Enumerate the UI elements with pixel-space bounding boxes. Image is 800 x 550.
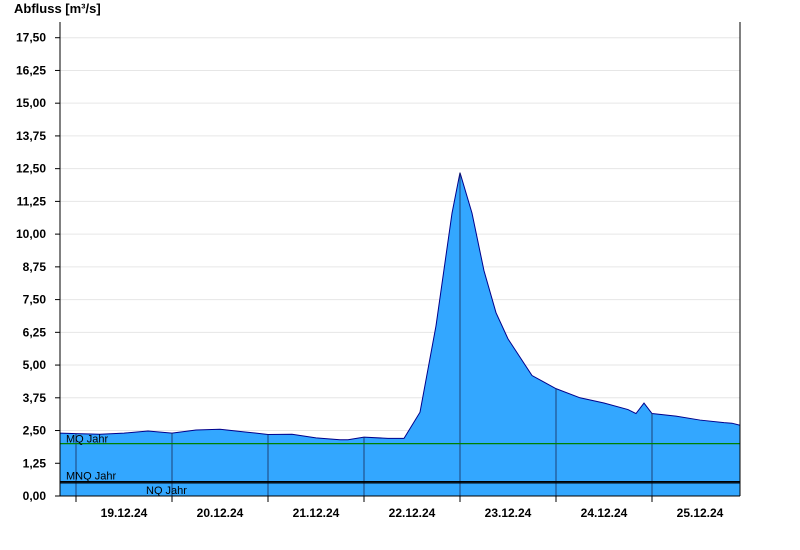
- chart-title: Abfluss [m³/s]: [14, 1, 101, 16]
- x-tick-label: 21.12.24: [293, 506, 340, 520]
- x-tick-label: 25.12.24: [677, 506, 724, 520]
- y-axis-ticks: 0,00 1,25 2,50 3,75 5,00 6,25 7,50 8,75 10,00 11,…: [16, 31, 60, 503]
- plot-area: [59, 172, 741, 496]
- discharge-area: [60, 172, 740, 496]
- ref-label: NQ Jahr: [146, 485, 187, 497]
- y-tick-label: 6,25: [23, 325, 47, 339]
- y-tick-label: 12,50: [16, 162, 46, 176]
- y-tick-label: 7,50: [23, 293, 47, 307]
- y-tick-label: 1,25: [23, 456, 47, 470]
- ref-label: MNQ Jahr: [66, 471, 116, 483]
- reference-lines: MQ Jahr MNQ Jahr NQ Jahr: [60, 434, 740, 497]
- day-dividers: [75, 172, 653, 496]
- discharge-line: [59, 172, 741, 441]
- grid: [60, 37, 740, 464]
- x-tick-label: 20.12.24: [197, 506, 244, 520]
- y-tick-label: 5,00: [23, 358, 47, 372]
- ref-label: MQ Jahr: [66, 434, 109, 446]
- y-tick-label: 16,25: [16, 63, 46, 77]
- y-tick-label: 8,75: [23, 260, 47, 274]
- y-tick-label: 3,75: [23, 391, 47, 405]
- y-tick-label: 0,00: [23, 489, 47, 503]
- x-axis-ticks: 19.12.24 20.12.24 21.12.24 22.12.24 23.12.24…: [75, 496, 724, 520]
- y-tick-label: 15,00: [16, 96, 46, 110]
- x-tick-label: 19.12.24: [101, 506, 148, 520]
- axes: [59, 22, 741, 497]
- y-tick-label: 2,50: [23, 424, 47, 438]
- y-tick-label: 13,75: [16, 129, 46, 143]
- x-tick-label: 23.12.24: [485, 506, 532, 520]
- x-tick-label: 24.12.24: [581, 506, 628, 520]
- y-tick-label: 17,50: [16, 31, 46, 45]
- x-tick-label: 22.12.24: [389, 506, 436, 520]
- y-tick-label: 10,00: [16, 227, 46, 241]
- y-tick-label: 11,25: [17, 194, 47, 208]
